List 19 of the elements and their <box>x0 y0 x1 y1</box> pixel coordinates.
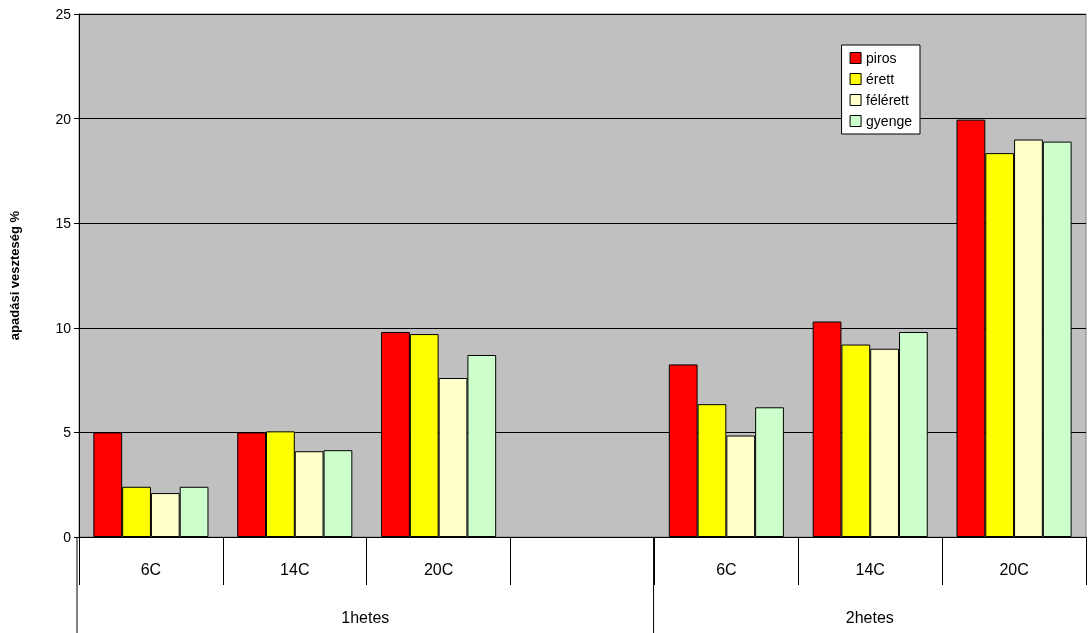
y-tick-label: 15 <box>55 215 72 232</box>
x-tick-label: 14C <box>855 560 885 578</box>
x-tick-label: 6C <box>716 560 737 578</box>
y-axis-title: apadási veszteség % <box>7 210 22 341</box>
y-tick-label: 0 <box>63 529 72 545</box>
legend-label: érett <box>866 71 895 87</box>
legend-label: gyenge <box>866 113 913 129</box>
x-tick-label: 20C <box>999 560 1029 578</box>
legend-label: piros <box>866 50 897 66</box>
y-tick-label: 5 <box>63 424 72 441</box>
text: 1hetes <box>341 608 390 626</box>
y-tick-label: 25 <box>55 6 72 22</box>
x-tick-label: 20C <box>423 560 454 578</box>
legend-label: félérett <box>866 92 909 108</box>
y-tick-label: 10 <box>55 319 72 336</box>
x-tick-label: 6C <box>140 560 162 578</box>
text: 2hetes <box>845 608 894 626</box>
x-tick-label: 14C <box>280 560 310 578</box>
y-tick-label: 20 <box>55 110 72 127</box>
